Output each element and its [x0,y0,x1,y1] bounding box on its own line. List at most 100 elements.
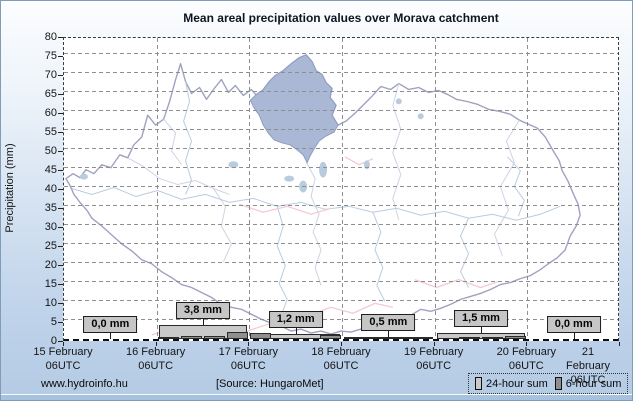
gridline-horizontal [64,224,618,225]
bar-label-connector [573,333,575,339]
y-tick-mark [58,37,63,38]
bar-value-label: 0,5 mm [361,314,416,332]
legend-item-24h: 24-hour sum [475,377,548,390]
y-tick-label: 20 [44,258,57,271]
x-tick-label: 16 February 06UTC [126,346,186,372]
y-tick-mark [58,94,63,95]
y-tick-mark [58,170,63,171]
bar-value-label: 3,8 mm [176,301,230,319]
y-tick-mark [58,132,63,133]
bar-6h-day3-q4 [319,335,341,339]
legend-item-6h: 6-hour sum [554,377,622,390]
bar-6h-day2-q1 [157,337,179,339]
bar-value-label: 0,0 mm [83,316,138,333]
legend-swatch-24h-icon [475,377,482,390]
legend-label-6h: 6-hour sum [565,377,622,390]
gridline-vertical [249,38,251,339]
bar-label-connector [203,318,204,325]
y-tick-label: 5 [50,315,57,328]
gridline-horizontal [64,319,618,320]
gridline-horizontal [64,53,618,54]
bar-label-connector [481,327,482,334]
y-tick-label: 15 [44,277,57,290]
plot-area: 0,0 mm 3,8 mm 1,2 mm 0,5 mm 1,5 mm 0,0 mm [63,37,619,341]
x-tick-mark [155,342,157,346]
bar-6h-day3-q1 [250,332,272,339]
gridline-horizontal [64,300,618,301]
y-tick-mark [58,113,63,114]
y-tick-label: 0 [50,334,57,347]
y-tick-mark [58,303,63,304]
bar-label-connector [388,331,390,338]
bar-6h-day2-q3 [204,335,226,339]
y-tick-mark [58,75,63,76]
bar-label-connector [295,328,297,335]
bar-6h-day2-q2 [180,335,202,339]
x-tick-label: 15 February 06UTC [33,346,93,372]
footer-website: www.hydroinfo.hu [41,378,128,390]
gridline-horizontal [64,281,618,282]
gridline-vertical [342,38,343,339]
y-tick-mark [58,265,63,266]
x-tick-mark [248,342,250,346]
y-tick-mark [58,56,63,57]
chart-title: Mean areal precipitation values over Mor… [183,11,499,25]
bottom-edge-strip [1,394,632,400]
gridline-horizontal [64,243,618,244]
y-tick-label: 65 [44,87,57,100]
x-tick-label: 19 February 06UTC [404,346,464,372]
y-tick-label: 75 [44,49,57,62]
x-tick-label: 20 February 06UTC [496,346,556,372]
y-tick-mark [58,341,63,342]
x-tick-mark [63,342,64,346]
gridline-horizontal [64,91,618,92]
legend-swatch-6h-icon [554,377,562,390]
bar-24h-day2 [158,324,248,339]
morava-region-fill [249,54,339,164]
gridline-horizontal [64,148,618,149]
gridline-horizontal [64,205,618,206]
gridline-vertical [527,38,529,339]
bar-24h-day4 [344,337,433,339]
bar-label-connector [110,333,112,339]
y-tick-label: 30 [44,220,57,233]
y-tick-mark [58,322,63,323]
y-tick-label: 25 [44,239,57,252]
gridline-vertical [434,38,436,339]
y-tick-label: 45 [44,163,57,176]
y-tick-mark [58,246,63,247]
y-tick-mark [58,189,63,190]
x-tick-label: 18 February 06UTC [311,346,371,372]
subcatchment-lines [127,83,520,286]
y-tick-label: 80 [44,30,57,43]
gridline-horizontal [64,186,618,187]
y-tick-label: 55 [44,125,57,138]
bar-6h-day5-q2 [458,337,480,339]
y-tick-label: 35 [44,201,57,214]
y-tick-label: 50 [44,144,57,157]
bar-6h-day2-q4 [227,332,249,339]
gridline-horizontal [64,110,618,111]
footer-source: [Source: HungaroMet] [216,378,324,390]
bar-value-label: 0,0 mm [546,316,601,333]
gridline-horizontal [64,167,618,168]
bar-6h-day5-q4 [505,335,527,339]
bar-6h-day4-q2 [366,337,388,339]
x-tick-label: 17 February 06UTC [218,346,278,372]
y-tick-mark [58,227,63,228]
bar-value-label: 1,5 mm [454,310,508,328]
y-tick-mark [58,208,63,209]
legend-label-24h: 24-hour sum [486,377,548,390]
y-tick-label: 70 [44,68,57,81]
lake-shapes [79,98,424,193]
catchment-map [65,54,581,336]
bar-value-label: 1,2 mm [268,311,323,329]
bar-6h-day5-q3 [482,337,504,339]
y-tick-label: 10 [44,296,57,309]
x-tick-mark [433,342,435,346]
gridline-vertical [156,38,158,339]
x-tick-mark [341,342,342,346]
legend-box: 24-hour sum 6-hour sum [468,373,629,394]
x-tick-label: 21 February 06UTC [565,346,611,386]
